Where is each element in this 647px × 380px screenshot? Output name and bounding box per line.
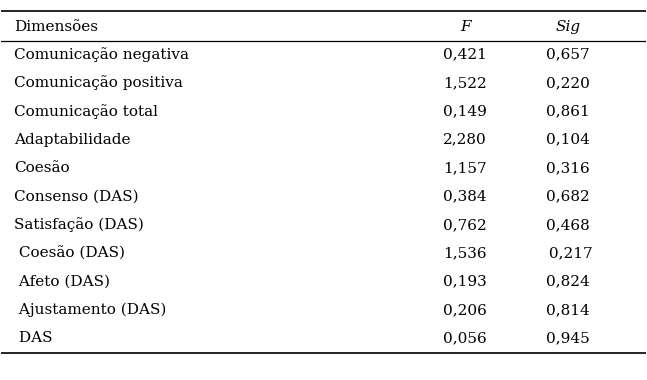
Text: 1,522: 1,522: [443, 76, 487, 90]
Text: Comunicação negativa: Comunicação negativa: [14, 47, 190, 62]
Text: F: F: [460, 20, 470, 34]
Text: Sig: Sig: [556, 20, 581, 34]
Text: 0,824: 0,824: [547, 275, 590, 289]
Text: Ajustamento (DAS): Ajustamento (DAS): [14, 303, 167, 317]
Text: DAS: DAS: [14, 331, 53, 345]
Text: Afeto (DAS): Afeto (DAS): [14, 275, 110, 289]
Text: Coesão (DAS): Coesão (DAS): [14, 246, 126, 260]
Text: Dimensões: Dimensões: [14, 20, 98, 34]
Text: Adaptabilidade: Adaptabilidade: [14, 133, 131, 147]
Text: 0,762: 0,762: [443, 218, 487, 232]
Text: 0,220: 0,220: [546, 76, 590, 90]
Text: 0,657: 0,657: [547, 48, 590, 62]
Text: Comunicação positiva: Comunicação positiva: [14, 76, 183, 90]
Text: 0,384: 0,384: [443, 190, 487, 204]
Text: 0,056: 0,056: [443, 331, 487, 345]
Text: Satisfação (DAS): Satisfação (DAS): [14, 217, 144, 232]
Text: 0,206: 0,206: [443, 303, 487, 317]
Text: 0,149: 0,149: [443, 105, 487, 119]
Text: 0,193: 0,193: [443, 275, 487, 289]
Text: 0,682: 0,682: [547, 190, 590, 204]
Text: 0,861: 0,861: [547, 105, 590, 119]
Text: 0,217: 0,217: [544, 246, 593, 260]
Text: Consenso (DAS): Consenso (DAS): [14, 190, 139, 204]
Text: 0,104: 0,104: [546, 133, 590, 147]
Text: 0,945: 0,945: [547, 331, 590, 345]
Text: 0,468: 0,468: [547, 218, 590, 232]
Text: Comunicação total: Comunicação total: [14, 104, 159, 119]
Text: 0,316: 0,316: [547, 161, 590, 175]
Text: 0,421: 0,421: [443, 48, 487, 62]
Text: Coesão: Coesão: [14, 161, 70, 175]
Text: 1,157: 1,157: [443, 161, 487, 175]
Text: 1,536: 1,536: [443, 246, 487, 260]
Text: 0,814: 0,814: [547, 303, 590, 317]
Text: 2,280: 2,280: [443, 133, 487, 147]
